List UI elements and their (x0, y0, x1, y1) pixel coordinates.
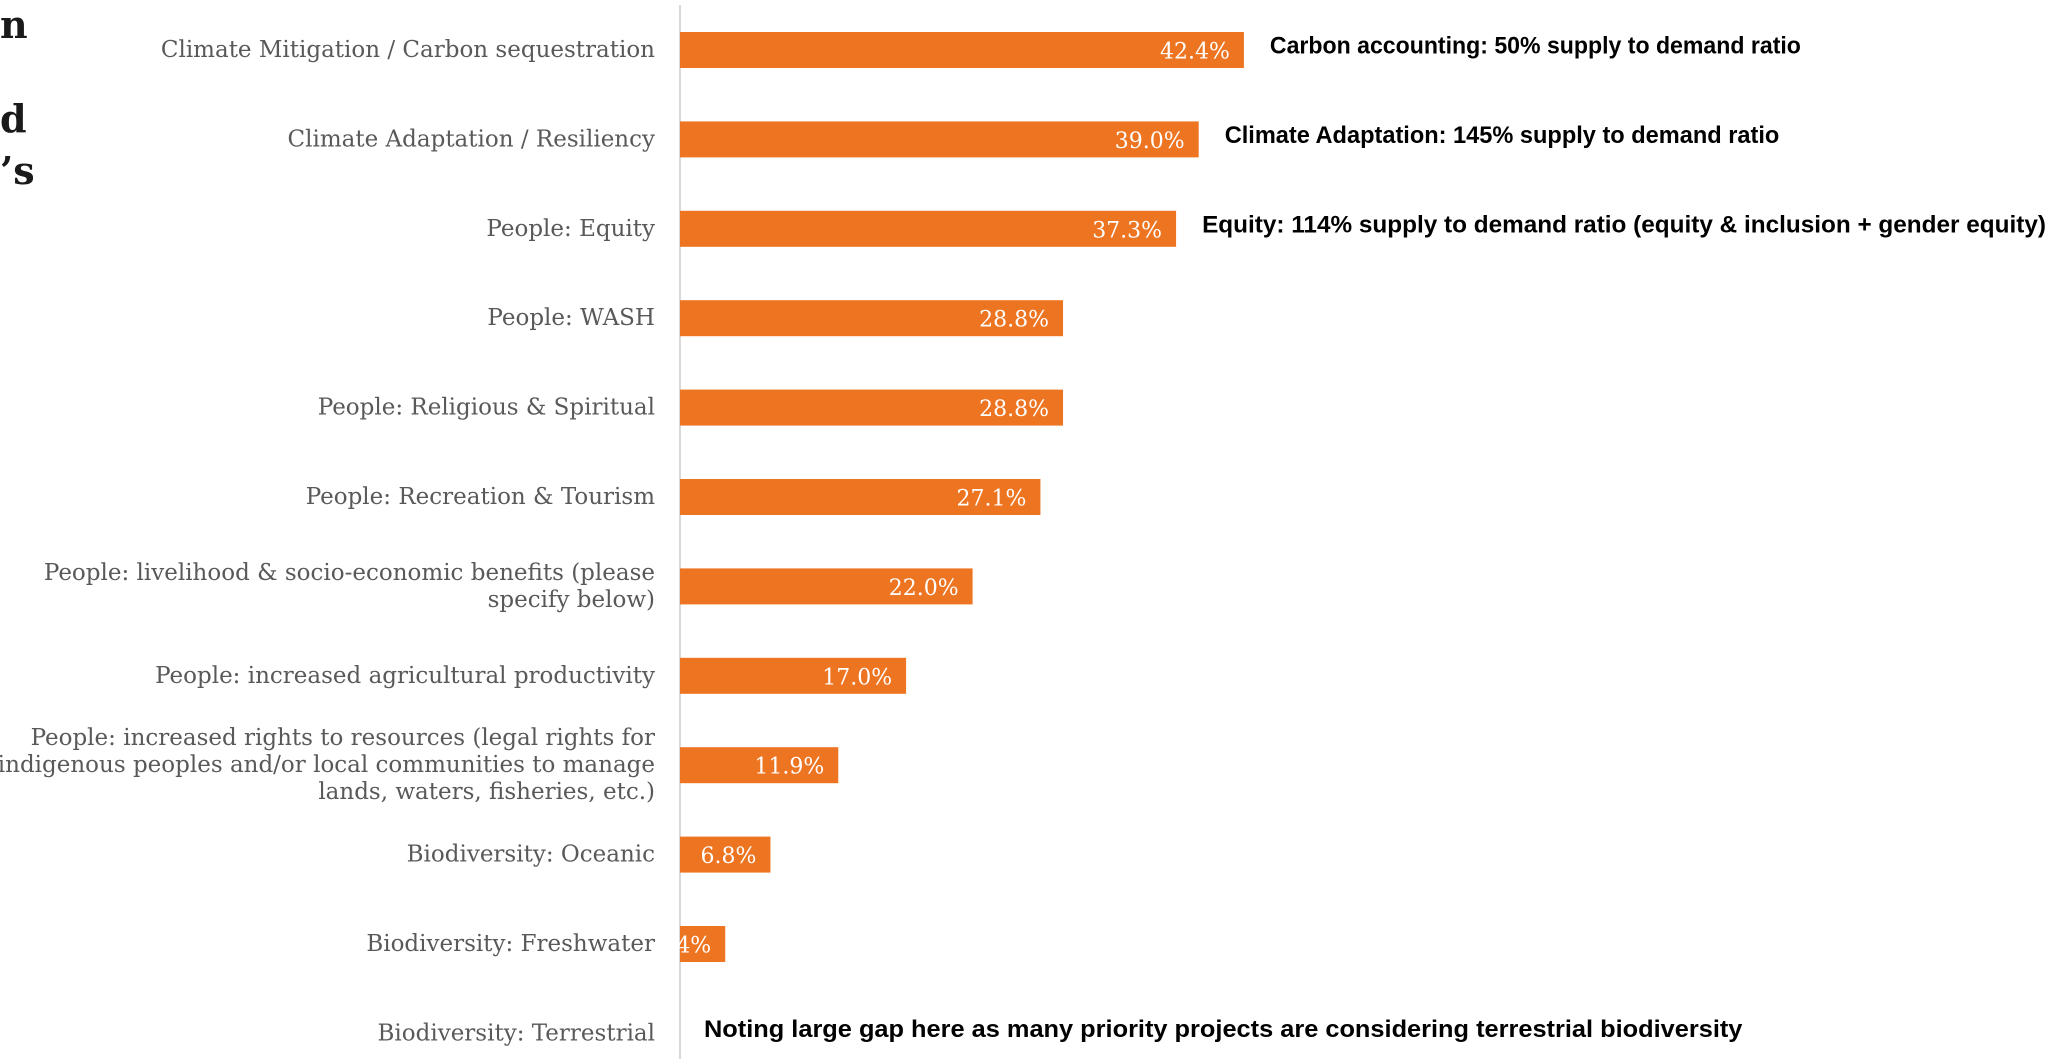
data-label: 17.0% (822, 665, 892, 690)
bar (680, 32, 1244, 68)
annotation-label: Noting large gap here as many priority p… (704, 1016, 1743, 1043)
data-label: 28.8% (979, 308, 1049, 333)
category-label: People: increased rights to resources (l… (0, 725, 655, 805)
category-label: Climate Adaptation / Resiliency (288, 126, 655, 152)
bar (680, 926, 726, 962)
annotation-label: Equity: 114% supply to demand ratio (equ… (1202, 211, 2046, 238)
data-label: 27.1% (957, 487, 1027, 512)
title-fragment-2: d (0, 96, 27, 141)
annotation-label: Climate Adaptation: 145% supply to deman… (1225, 122, 1780, 149)
bar (680, 747, 839, 784)
category-label: Biodiversity: Terrestrial (378, 1020, 655, 1046)
bar (680, 657, 907, 694)
category-label: People: Equity (486, 216, 655, 242)
data-label: 37.3% (1092, 218, 1162, 243)
bar (680, 300, 1064, 337)
category-label: People: Recreation & Tourism (306, 484, 656, 510)
bar (680, 389, 1064, 426)
bar (680, 121, 1199, 158)
annotation-label: Carbon accounting: 50% supply to demand … (1270, 33, 1801, 60)
data-label: 4% (676, 934, 711, 959)
bar (680, 568, 973, 605)
title-fragment-3: ’s (0, 148, 35, 193)
category-label: Biodiversity: Oceanic (407, 842, 655, 868)
category-label: People: increased agricultural productiv… (155, 663, 655, 689)
data-label: 39.0% (1115, 129, 1185, 154)
bar (680, 836, 771, 873)
data-label: 22.0% (889, 576, 959, 601)
category-label: People: WASH (487, 305, 655, 331)
category-label: Climate Mitigation / Carbon sequestratio… (161, 37, 655, 63)
data-label: 11.9% (754, 755, 824, 780)
data-label: 42.4% (1160, 40, 1230, 65)
category-label: Biodiversity: Freshwater (366, 931, 655, 957)
category-label: People: Religious & Spiritual (318, 395, 655, 421)
bar (680, 210, 1177, 247)
category-label: People: livelihood & socio-economic bene… (44, 560, 655, 613)
data-label: 6.8% (701, 844, 757, 869)
data-label: 28.8% (979, 397, 1049, 422)
title-fragment-1: n (0, 2, 28, 47)
bar (680, 479, 1041, 515)
